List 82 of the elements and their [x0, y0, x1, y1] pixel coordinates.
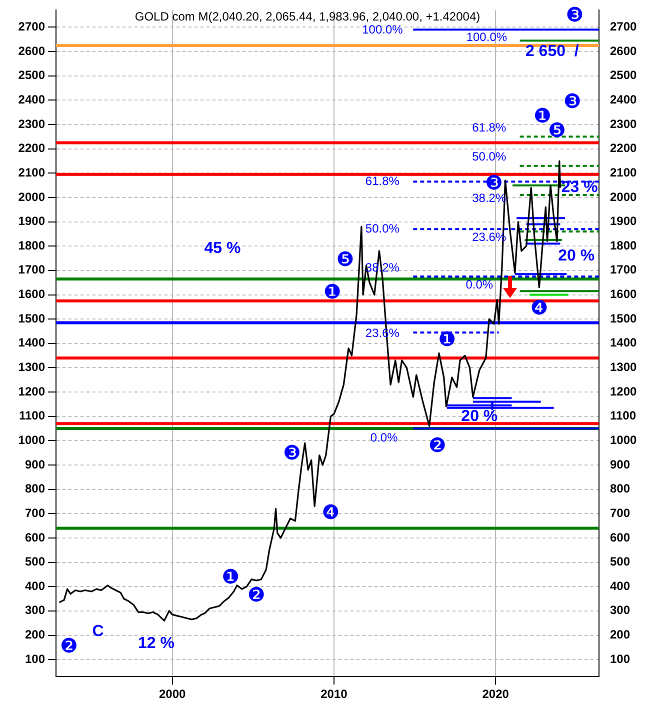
y-tick-label: 1900 — [18, 214, 46, 228]
y-tick-label: 2100 — [18, 165, 46, 180]
annotation: 50.0% — [472, 150, 506, 164]
annotation: 12 % — [138, 635, 174, 652]
y-tick-label: 1400 — [18, 336, 46, 350]
y2-tick-label: 1500 — [610, 311, 638, 326]
y2-tick-label: 1000 — [610, 432, 638, 447]
y2-tick-label: 2100 — [610, 165, 638, 180]
y-tick-label: 2200 — [18, 141, 46, 156]
y2-tick-label: 2200 — [610, 141, 638, 156]
y2-tick-label: 1200 — [610, 384, 638, 398]
y-tick-label: 1500 — [18, 311, 46, 326]
y-tick-label: 1700 — [18, 262, 46, 277]
chart-title: GOLD com M(2,040.20, 2,065.44, 1,983.96, 2,040.00, +1.42004) — [134, 10, 480, 24]
x-tick-label: 2020 — [482, 687, 510, 702]
annotation: 100.0% — [362, 22, 404, 36]
y2-tick-label: 2500 — [610, 68, 638, 82]
y2-tick-label: 2700 — [610, 20, 638, 34]
annotation: ❸ — [282, 440, 301, 464]
y2-tick-label: 600 — [610, 530, 630, 544]
annotation: ❷ — [60, 634, 78, 658]
annotation: C — [92, 623, 104, 640]
y2-tick-label: 2600 — [610, 44, 638, 58]
y2-tick-label: 800 — [610, 482, 630, 496]
annotation: 100.0% — [466, 30, 508, 44]
annotation: ❹ — [530, 296, 548, 320]
y2-tick-label: 900 — [610, 457, 630, 472]
y2-tick-label: 2300 — [610, 116, 638, 131]
y-tick-label: 2600 — [18, 44, 46, 58]
y2-tick-label: 400 — [610, 578, 630, 593]
x-tick-label: 2000 — [159, 687, 186, 702]
y-tick-label: 1000 — [18, 432, 46, 447]
y-tick-label: 900 — [24, 457, 46, 472]
y2-tick-label: 300 — [610, 603, 630, 618]
y2-tick-label: 700 — [610, 506, 630, 520]
annotation: ❹ — [322, 500, 340, 524]
y-tick-label: 2000 — [18, 190, 46, 204]
y2-tick-label: 1800 — [610, 238, 638, 252]
annotation: ❺ — [336, 246, 354, 271]
y-tick-label: 100 — [24, 652, 46, 666]
y-tick-label: 500 — [24, 554, 46, 569]
annotation: 50.0% — [365, 221, 400, 236]
y-tick-label: 400 — [24, 578, 46, 593]
annotation: ❸ — [563, 88, 582, 113]
annotation: ❷ — [247, 582, 266, 607]
y-tick-label: 300 — [24, 603, 46, 618]
annotation: 61.8% — [365, 174, 400, 188]
annotation: ❷ — [428, 432, 446, 457]
annotation: ❶ — [323, 280, 342, 304]
y-tick-label: 600 — [24, 530, 46, 544]
y2-tick-label: 500 — [610, 554, 630, 569]
y2-tick-label: 1100 — [610, 408, 636, 423]
y2-tick-label: 100 — [610, 652, 630, 666]
y2-tick-label: 1600 — [610, 287, 638, 302]
y2-tick-label: 2400 — [610, 92, 638, 106]
y-tick-label: 1800 — [18, 238, 46, 252]
y-tick-label: 200 — [24, 628, 46, 642]
annotation: 0.0% — [466, 277, 494, 292]
y-tick-label: 800 — [24, 482, 46, 496]
y2-tick-label: 1300 — [610, 360, 638, 374]
annotation: 2 650 / — [525, 42, 580, 60]
annotation: 61.8% — [472, 120, 506, 134]
y2-tick-label: 200 — [610, 628, 630, 642]
y2-tick-label: 1900 — [610, 214, 638, 228]
y-tick-label: 1100 — [18, 408, 46, 423]
y-tick-label: 1200 — [18, 384, 46, 398]
y-tick-label: 2700 — [18, 20, 46, 34]
x-tick-label: 2010 — [320, 687, 348, 702]
y-tick-label: 2400 — [18, 92, 46, 106]
y2-tick-label: 1400 — [610, 336, 638, 350]
y2-tick-label: 2000 — [610, 190, 638, 204]
annotation: ❸ — [566, 2, 584, 26]
y-tick-label: 1600 — [18, 287, 46, 302]
y-tick-label: 700 — [24, 506, 46, 520]
y2-tick-label: 1700 — [610, 262, 638, 277]
annotation: 45 % — [204, 240, 241, 257]
annotation: 20 % — [558, 247, 595, 264]
annotation: 0.0% — [370, 430, 398, 445]
y-tick-label: 2500 — [18, 68, 46, 82]
y-tick-label: 2300 — [18, 116, 46, 131]
annotation: ❶ — [222, 564, 240, 588]
y-tick-label: 1300 — [18, 360, 46, 374]
